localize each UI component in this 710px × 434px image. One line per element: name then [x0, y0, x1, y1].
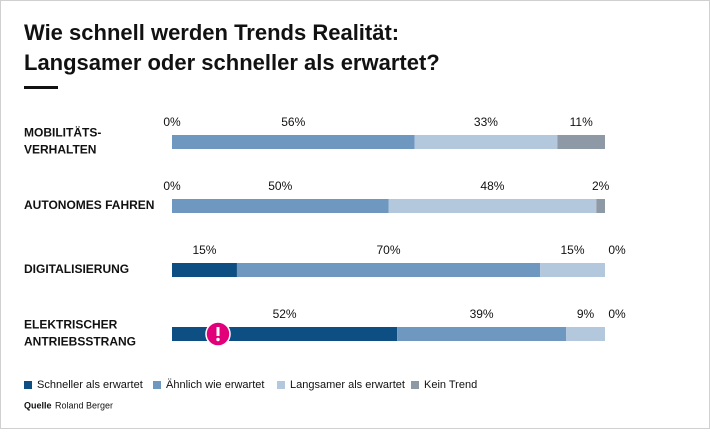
category-label: ELEKTRISCHER — [24, 318, 118, 332]
category-label: AUTONOMES FAHREN — [24, 198, 154, 212]
value-label: 11% — [570, 115, 593, 129]
legend-swatch — [277, 381, 285, 389]
value-label: 0% — [608, 307, 626, 321]
legend-label: Schneller als erwartet — [37, 379, 143, 391]
bar-segment — [557, 135, 605, 149]
bar-segment — [596, 199, 605, 213]
bar-segment — [236, 263, 541, 277]
value-label: 2% — [592, 179, 610, 193]
bar-segment — [566, 327, 605, 341]
bar-segment — [172, 263, 237, 277]
value-label: 0% — [163, 115, 181, 129]
alert-icon-part — [216, 337, 220, 342]
value-label: 33% — [474, 115, 498, 129]
bar-segment — [172, 199, 389, 213]
value-label: 50% — [268, 179, 292, 193]
legend-label: Langsamer als erwartet — [290, 379, 405, 391]
value-label: 15% — [192, 243, 216, 257]
bar-segment — [397, 327, 567, 341]
category-label: VERHALTEN — [24, 143, 96, 157]
source-label: Quelle — [24, 400, 52, 410]
source-text: Roland Berger — [55, 400, 113, 410]
value-label: 0% — [163, 179, 181, 193]
value-label: 9% — [577, 307, 595, 321]
alert-icon — [205, 321, 231, 347]
bar-segment — [388, 199, 597, 213]
bar-segment — [414, 135, 558, 149]
value-label: 70% — [376, 243, 400, 257]
legend-label: Kein Trend — [424, 379, 477, 391]
value-label: 56% — [281, 115, 305, 129]
bar-segment — [172, 135, 415, 149]
title-rule — [24, 86, 58, 89]
value-label: 52% — [273, 307, 297, 321]
legend-swatch — [411, 381, 419, 389]
legend-swatch — [24, 381, 32, 389]
legend-label: Ähnlich wie erwartet — [166, 379, 264, 391]
category-label: ANTRIEBSSTRANG — [24, 335, 136, 349]
legend-swatch — [153, 381, 161, 389]
bar-segment — [540, 263, 605, 277]
value-label: 0% — [608, 243, 626, 257]
value-label: 39% — [470, 307, 494, 321]
value-label: 48% — [480, 179, 504, 193]
category-label: MOBILITÄTS- — [24, 125, 101, 140]
chart-title: Langsamer oder schneller als erwartet? — [24, 50, 440, 75]
category-label: DIGITALISIERUNG — [24, 262, 129, 276]
alert-icon-part — [216, 327, 220, 336]
value-label: 15% — [561, 243, 585, 257]
chart-title: Wie schnell werden Trends Realität: — [24, 20, 399, 45]
